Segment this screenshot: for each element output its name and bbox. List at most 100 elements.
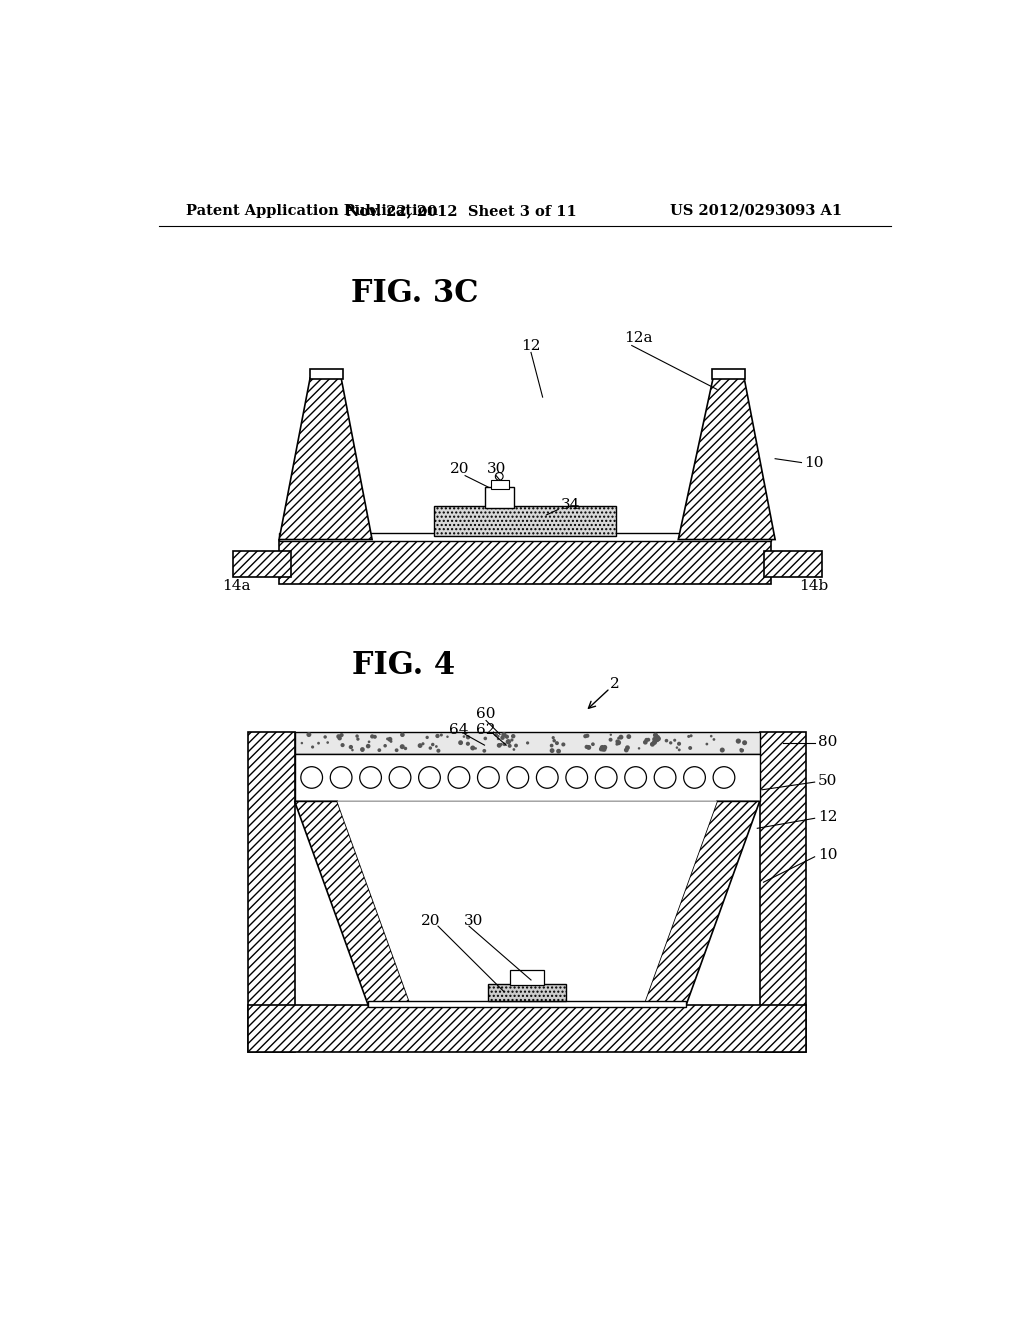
Circle shape bbox=[654, 767, 676, 788]
Circle shape bbox=[710, 735, 713, 738]
Circle shape bbox=[383, 744, 387, 747]
Bar bbox=[369, 1001, 686, 1007]
Circle shape bbox=[439, 734, 442, 737]
Circle shape bbox=[656, 735, 659, 739]
Text: 10: 10 bbox=[805, 455, 824, 470]
Circle shape bbox=[602, 744, 607, 750]
Circle shape bbox=[600, 744, 605, 750]
Circle shape bbox=[327, 742, 329, 744]
Circle shape bbox=[586, 734, 590, 738]
Circle shape bbox=[740, 748, 744, 752]
Circle shape bbox=[500, 743, 503, 746]
Circle shape bbox=[403, 747, 408, 750]
Circle shape bbox=[644, 738, 648, 742]
Circle shape bbox=[496, 473, 503, 480]
Circle shape bbox=[625, 767, 646, 788]
Bar bbox=[295, 733, 760, 754]
Circle shape bbox=[624, 747, 629, 752]
Circle shape bbox=[684, 767, 706, 788]
Circle shape bbox=[495, 733, 498, 737]
Circle shape bbox=[477, 767, 500, 788]
Circle shape bbox=[653, 733, 658, 738]
Circle shape bbox=[552, 739, 556, 742]
Circle shape bbox=[643, 741, 647, 744]
Polygon shape bbox=[337, 801, 717, 1006]
Text: US 2012/0293093 A1: US 2012/0293093 A1 bbox=[671, 203, 843, 218]
Circle shape bbox=[713, 738, 716, 741]
Circle shape bbox=[501, 735, 505, 741]
Text: Nov. 22, 2012  Sheet 3 of 11: Nov. 22, 2012 Sheet 3 of 11 bbox=[346, 203, 577, 218]
Circle shape bbox=[561, 742, 565, 747]
Circle shape bbox=[426, 735, 429, 739]
Circle shape bbox=[739, 748, 742, 751]
Circle shape bbox=[602, 747, 606, 752]
Circle shape bbox=[505, 735, 509, 739]
Circle shape bbox=[360, 747, 365, 752]
Circle shape bbox=[617, 737, 621, 739]
Circle shape bbox=[510, 738, 513, 742]
Circle shape bbox=[449, 767, 470, 788]
Circle shape bbox=[720, 747, 725, 752]
Circle shape bbox=[349, 744, 353, 750]
Text: 14a: 14a bbox=[222, 578, 251, 593]
Circle shape bbox=[458, 741, 463, 744]
Circle shape bbox=[654, 737, 659, 742]
Circle shape bbox=[609, 734, 612, 737]
Circle shape bbox=[466, 742, 470, 746]
Circle shape bbox=[556, 748, 561, 754]
Circle shape bbox=[507, 767, 528, 788]
Circle shape bbox=[513, 748, 515, 751]
Circle shape bbox=[652, 739, 657, 744]
Text: 80: 80 bbox=[818, 735, 838, 748]
Circle shape bbox=[446, 735, 449, 738]
Text: FIG. 4: FIG. 4 bbox=[351, 649, 455, 681]
Circle shape bbox=[511, 734, 515, 738]
Text: 10: 10 bbox=[818, 849, 838, 862]
Circle shape bbox=[301, 767, 323, 788]
Circle shape bbox=[665, 739, 669, 742]
Circle shape bbox=[526, 742, 529, 744]
Text: 34: 34 bbox=[560, 498, 580, 512]
Text: 60: 60 bbox=[476, 708, 496, 721]
Text: 2: 2 bbox=[610, 677, 620, 690]
Circle shape bbox=[566, 767, 588, 788]
Circle shape bbox=[463, 735, 465, 738]
Circle shape bbox=[436, 748, 440, 752]
Bar bbox=[490, 480, 509, 488]
Circle shape bbox=[689, 734, 692, 738]
Circle shape bbox=[646, 738, 650, 742]
Circle shape bbox=[394, 748, 398, 752]
Circle shape bbox=[301, 742, 303, 744]
Circle shape bbox=[537, 767, 558, 788]
Circle shape bbox=[341, 743, 345, 747]
Circle shape bbox=[652, 737, 657, 742]
Bar bbox=[488, 983, 566, 1001]
Circle shape bbox=[311, 746, 314, 748]
Circle shape bbox=[669, 742, 673, 744]
Text: 20: 20 bbox=[450, 462, 469, 475]
Bar bbox=[248, 733, 295, 1052]
Circle shape bbox=[351, 748, 353, 751]
Circle shape bbox=[506, 739, 511, 744]
Circle shape bbox=[687, 735, 690, 738]
Text: 20: 20 bbox=[421, 913, 440, 928]
Circle shape bbox=[338, 737, 342, 741]
Circle shape bbox=[591, 742, 595, 746]
Polygon shape bbox=[643, 801, 760, 1006]
Circle shape bbox=[435, 734, 439, 738]
Circle shape bbox=[359, 767, 381, 788]
Circle shape bbox=[615, 739, 620, 743]
Circle shape bbox=[552, 737, 555, 739]
Circle shape bbox=[317, 742, 319, 744]
Text: FIG. 3C: FIG. 3C bbox=[351, 277, 478, 309]
Circle shape bbox=[550, 743, 554, 747]
Circle shape bbox=[586, 744, 591, 750]
Circle shape bbox=[431, 743, 434, 746]
Circle shape bbox=[429, 746, 432, 750]
Circle shape bbox=[340, 733, 344, 737]
Circle shape bbox=[356, 738, 359, 741]
Bar bbox=[760, 733, 806, 1052]
Bar bbox=[484, 487, 514, 508]
Bar bbox=[295, 754, 760, 801]
Circle shape bbox=[688, 746, 692, 750]
